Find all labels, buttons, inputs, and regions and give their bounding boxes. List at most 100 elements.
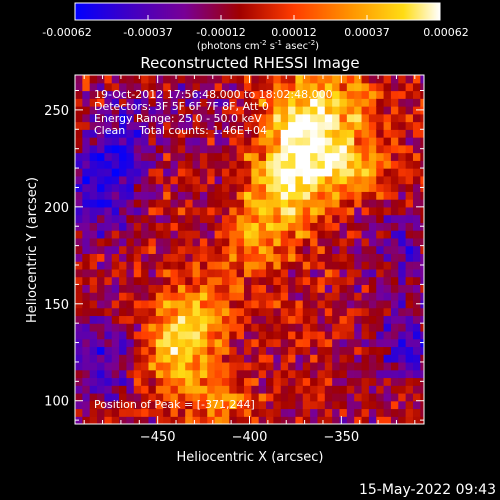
heatmap-cell — [104, 392, 113, 402]
heatmap-cell — [126, 199, 135, 208]
heatmap-cell — [258, 214, 267, 223]
heatmap-cell — [111, 299, 120, 309]
heatmap-cell — [177, 121, 186, 130]
heatmap-cell — [126, 82, 135, 92]
heatmap-cell — [89, 152, 98, 161]
heatmap-cell — [163, 377, 172, 386]
heatmap-cell — [236, 75, 245, 84]
heatmap-cell — [119, 199, 128, 208]
heatmap-cell — [229, 144, 238, 154]
heatmap-cell — [177, 237, 186, 247]
heatmap-cell — [177, 292, 186, 301]
heatmap-cell — [126, 106, 135, 115]
heatmap-cell — [119, 299, 128, 309]
heatmap-cell — [192, 408, 201, 417]
heatmap-cell — [192, 292, 201, 301]
heatmap-cell — [243, 152, 252, 161]
heatmap-cell — [214, 268, 223, 278]
heatmap-cell — [273, 284, 282, 293]
heatmap-cell — [420, 268, 424, 278]
heatmap-cell — [177, 144, 186, 154]
heatmap-cell — [163, 191, 172, 200]
heatmap-cell — [310, 137, 319, 146]
heatmap-cell — [361, 416, 370, 424]
heatmap-cell — [346, 261, 355, 270]
heatmap-cell — [207, 307, 216, 317]
heatmap-cell — [177, 183, 186, 192]
heatmap-cell — [376, 245, 385, 254]
heatmap-cell — [104, 315, 113, 324]
heatmap-cell — [104, 323, 113, 332]
heatmap-cell — [376, 292, 385, 301]
heatmap-cell — [310, 292, 319, 301]
heatmap-cell — [185, 121, 194, 130]
heatmap-cell — [170, 222, 179, 231]
heatmap-cell — [354, 338, 363, 348]
heatmap-cell — [104, 385, 113, 394]
heatmap-cell — [229, 168, 238, 177]
heatmap-cell — [332, 346, 341, 355]
heatmap-cell — [170, 106, 179, 115]
heatmap-cell — [339, 253, 348, 262]
heatmap-cell — [243, 113, 252, 123]
heatmap-cell — [170, 299, 179, 309]
heatmap-cell — [199, 400, 208, 410]
heatmap-cell — [354, 113, 363, 123]
heatmap-cell — [280, 392, 289, 402]
heatmap-cell — [119, 385, 128, 394]
heatmap-cell — [266, 222, 274, 231]
heatmap-cell — [346, 222, 355, 231]
heatmap-cell — [368, 315, 377, 324]
heatmap-cell — [185, 400, 194, 410]
heatmap-cell — [266, 214, 274, 223]
heatmap-cell — [376, 230, 385, 239]
heatmap-cell — [398, 113, 407, 123]
heatmap-cell — [420, 330, 424, 340]
heatmap-cell — [346, 237, 355, 247]
heatmap-cell — [163, 206, 172, 216]
heatmap-cell — [192, 152, 201, 161]
heatmap-cell — [383, 338, 392, 348]
heatmap-cell — [89, 261, 98, 270]
heatmap-cell — [148, 106, 157, 115]
heatmap-cell — [258, 152, 267, 161]
heatmap-cell — [412, 183, 421, 192]
heatmap-cell — [192, 268, 201, 278]
heatmap-cell — [324, 237, 333, 247]
heatmap-cell — [214, 82, 223, 92]
heatmap-cell — [155, 377, 164, 386]
heatmap-cell — [288, 400, 297, 410]
heatmap-cell — [280, 175, 289, 185]
heatmap-cell — [273, 354, 282, 363]
heatmap-cell — [155, 237, 164, 247]
heatmap-cell — [133, 385, 142, 394]
heatmap-cell — [346, 400, 355, 410]
heatmap-cell — [266, 354, 274, 363]
heatmap-cell — [368, 137, 377, 146]
heatmap-cell — [141, 98, 150, 107]
heatmap-cell — [229, 284, 238, 293]
heatmap-cell — [207, 385, 216, 394]
heatmap-cell — [236, 199, 245, 208]
heatmap-cell — [185, 315, 194, 324]
heatmap-cell — [141, 245, 150, 254]
heatmap-cell — [398, 323, 407, 332]
heatmap-cell — [295, 121, 304, 130]
heatmap-cell — [177, 369, 186, 379]
heatmap-cell — [354, 230, 363, 239]
heatmap-cell — [214, 175, 223, 185]
heatmap-cell — [126, 276, 135, 285]
heatmap-cell — [243, 416, 252, 424]
heatmap-cell — [229, 354, 238, 363]
heatmap-cell — [383, 369, 392, 379]
heatmap-cell — [368, 323, 377, 332]
heatmap-cell — [97, 346, 105, 355]
heatmap-cell — [192, 199, 201, 208]
heatmap-cell — [383, 330, 392, 340]
heatmap-cell — [332, 106, 341, 115]
heatmap-cell — [97, 98, 105, 107]
heatmap-cell — [368, 106, 377, 115]
heatmap-cell — [339, 307, 348, 317]
heatmap-cell — [82, 183, 91, 192]
heatmap-cell — [376, 400, 385, 410]
